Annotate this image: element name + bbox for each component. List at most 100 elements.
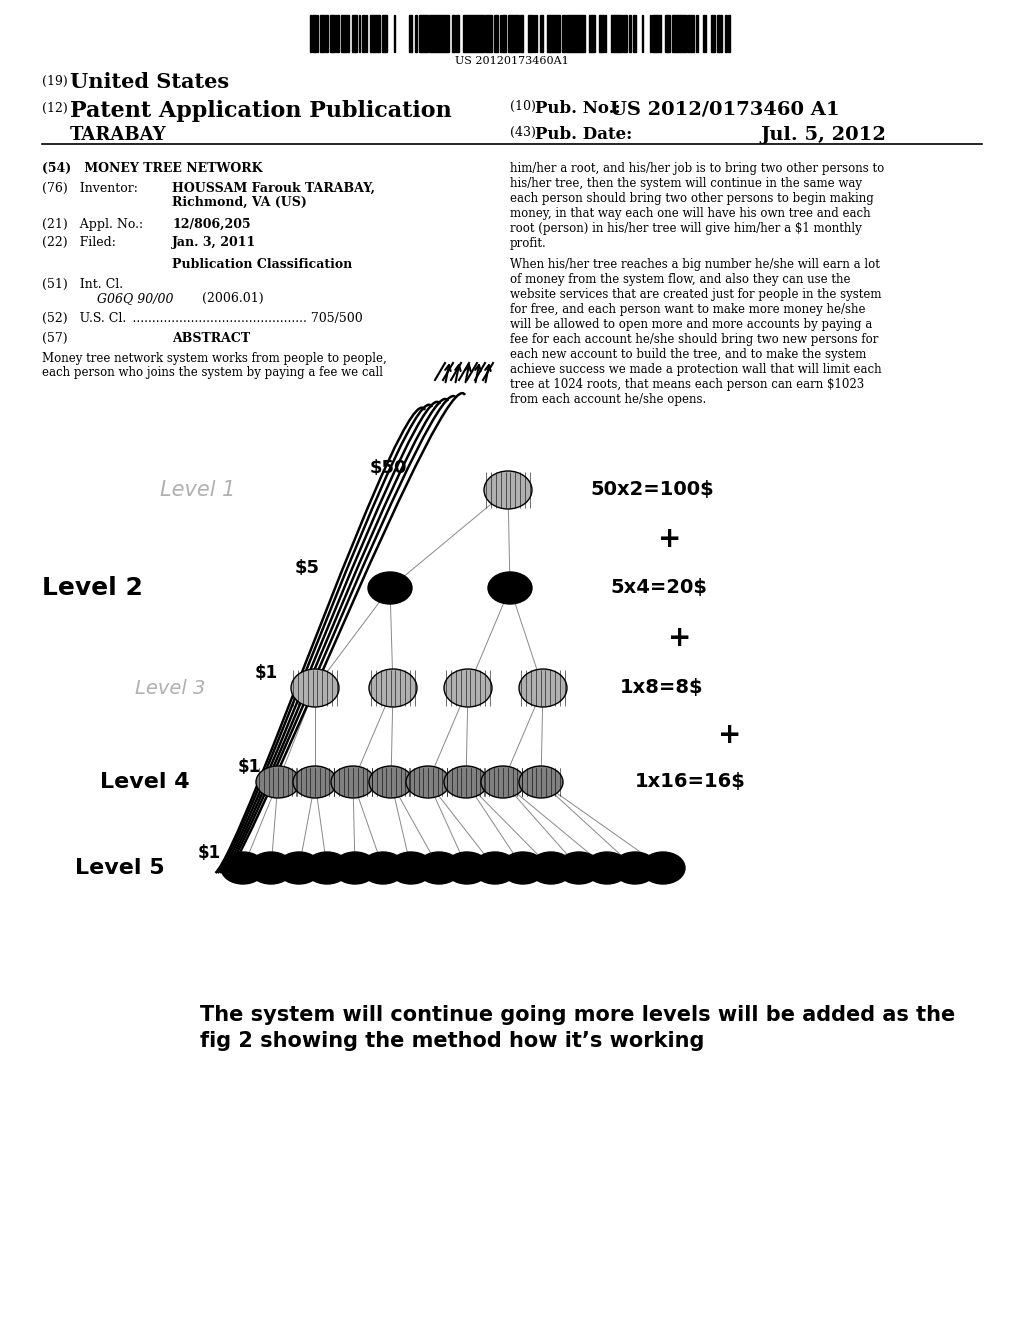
Text: (54)   MONEY TREE NETWORK: (54) MONEY TREE NETWORK bbox=[42, 162, 262, 176]
Bar bbox=[438, 15, 440, 51]
Text: G06Q 90/00: G06Q 90/00 bbox=[97, 292, 173, 305]
Bar bbox=[530, 15, 534, 51]
Bar bbox=[689, 15, 692, 51]
Bar bbox=[592, 15, 594, 51]
Bar bbox=[551, 15, 554, 51]
Bar bbox=[629, 15, 631, 51]
Ellipse shape bbox=[256, 766, 300, 799]
Bar bbox=[589, 15, 591, 51]
Text: (76)   Inventor:: (76) Inventor: bbox=[42, 182, 138, 195]
Bar bbox=[620, 15, 622, 51]
Ellipse shape bbox=[501, 851, 545, 884]
Text: 12/806,205: 12/806,205 bbox=[172, 218, 251, 231]
Ellipse shape bbox=[444, 766, 488, 799]
Text: When his/her tree reaches a big number he/she will earn a lot
of money from the : When his/her tree reaches a big number h… bbox=[510, 257, 882, 407]
Text: Pub. Date:: Pub. Date: bbox=[535, 125, 632, 143]
Ellipse shape bbox=[557, 851, 601, 884]
Ellipse shape bbox=[291, 669, 339, 708]
Bar bbox=[657, 15, 660, 51]
Text: (10): (10) bbox=[510, 100, 536, 114]
Bar bbox=[549, 15, 551, 51]
Ellipse shape bbox=[333, 851, 377, 884]
Ellipse shape bbox=[305, 851, 349, 884]
Ellipse shape bbox=[488, 572, 532, 605]
Text: (57): (57) bbox=[42, 333, 68, 345]
Bar bbox=[517, 15, 519, 51]
Text: $50: $50 bbox=[370, 459, 408, 477]
Text: Patent Application Publication: Patent Application Publication bbox=[70, 100, 452, 121]
Bar bbox=[371, 15, 373, 51]
Ellipse shape bbox=[585, 851, 629, 884]
Bar bbox=[520, 15, 522, 51]
Bar bbox=[344, 15, 346, 51]
Bar bbox=[680, 15, 682, 51]
Ellipse shape bbox=[249, 851, 293, 884]
Text: (52)   U.S. Cl. ............................................. 705/500: (52) U.S. Cl. ..........................… bbox=[42, 312, 362, 325]
Bar bbox=[625, 15, 627, 51]
Text: TARABAY: TARABAY bbox=[70, 125, 167, 144]
Ellipse shape bbox=[389, 851, 433, 884]
Ellipse shape bbox=[331, 766, 375, 799]
Bar bbox=[346, 15, 349, 51]
Bar bbox=[373, 15, 375, 51]
Ellipse shape bbox=[369, 669, 417, 708]
Text: Publication Classification: Publication Classification bbox=[172, 257, 352, 271]
Bar bbox=[562, 15, 565, 51]
Text: Jan. 3, 2011: Jan. 3, 2011 bbox=[172, 236, 256, 249]
Bar bbox=[612, 15, 615, 51]
Text: (12): (12) bbox=[42, 102, 68, 115]
Ellipse shape bbox=[641, 851, 685, 884]
Bar bbox=[655, 15, 657, 51]
Bar bbox=[554, 15, 557, 51]
Bar bbox=[574, 15, 575, 51]
Text: $1: $1 bbox=[198, 843, 221, 862]
Bar bbox=[703, 15, 706, 51]
Bar bbox=[463, 15, 465, 51]
Bar bbox=[362, 15, 365, 51]
Text: Pub. No.:: Pub. No.: bbox=[535, 100, 621, 117]
Text: Level 3: Level 3 bbox=[135, 678, 206, 697]
Bar bbox=[489, 15, 492, 51]
Text: $1: $1 bbox=[255, 664, 279, 682]
Text: +: + bbox=[669, 624, 691, 652]
Bar bbox=[618, 15, 620, 51]
Bar bbox=[579, 15, 581, 51]
Text: Level 5: Level 5 bbox=[75, 858, 165, 878]
Text: $5: $5 bbox=[295, 558, 319, 577]
Ellipse shape bbox=[444, 669, 492, 708]
Text: ABSTRACT: ABSTRACT bbox=[172, 333, 250, 345]
Bar bbox=[528, 15, 530, 51]
Ellipse shape bbox=[221, 851, 265, 884]
Bar bbox=[336, 15, 339, 51]
Bar bbox=[333, 15, 335, 51]
Bar bbox=[515, 15, 517, 51]
Bar bbox=[718, 15, 721, 51]
Text: (19): (19) bbox=[42, 75, 68, 88]
Bar bbox=[477, 15, 479, 51]
Bar bbox=[473, 15, 476, 51]
Bar bbox=[444, 15, 446, 51]
Bar bbox=[430, 15, 432, 51]
Bar bbox=[512, 15, 515, 51]
Ellipse shape bbox=[519, 766, 563, 799]
Bar bbox=[623, 15, 625, 51]
Ellipse shape bbox=[369, 766, 413, 799]
Text: (2006.01): (2006.01) bbox=[202, 292, 263, 305]
Text: (43): (43) bbox=[510, 125, 536, 139]
Bar bbox=[383, 15, 385, 51]
Bar bbox=[711, 15, 714, 51]
Text: (22)   Filed:: (22) Filed: bbox=[42, 236, 116, 249]
Text: +: + bbox=[658, 525, 682, 553]
Bar bbox=[508, 15, 511, 51]
Bar bbox=[409, 15, 412, 51]
Bar bbox=[725, 15, 727, 51]
Bar bbox=[341, 15, 343, 51]
Ellipse shape bbox=[473, 851, 517, 884]
Bar bbox=[696, 15, 698, 51]
Bar bbox=[423, 15, 425, 51]
Bar bbox=[566, 15, 569, 51]
Bar bbox=[440, 15, 443, 51]
Bar bbox=[496, 15, 498, 51]
Bar bbox=[615, 15, 617, 51]
Bar bbox=[581, 15, 583, 51]
